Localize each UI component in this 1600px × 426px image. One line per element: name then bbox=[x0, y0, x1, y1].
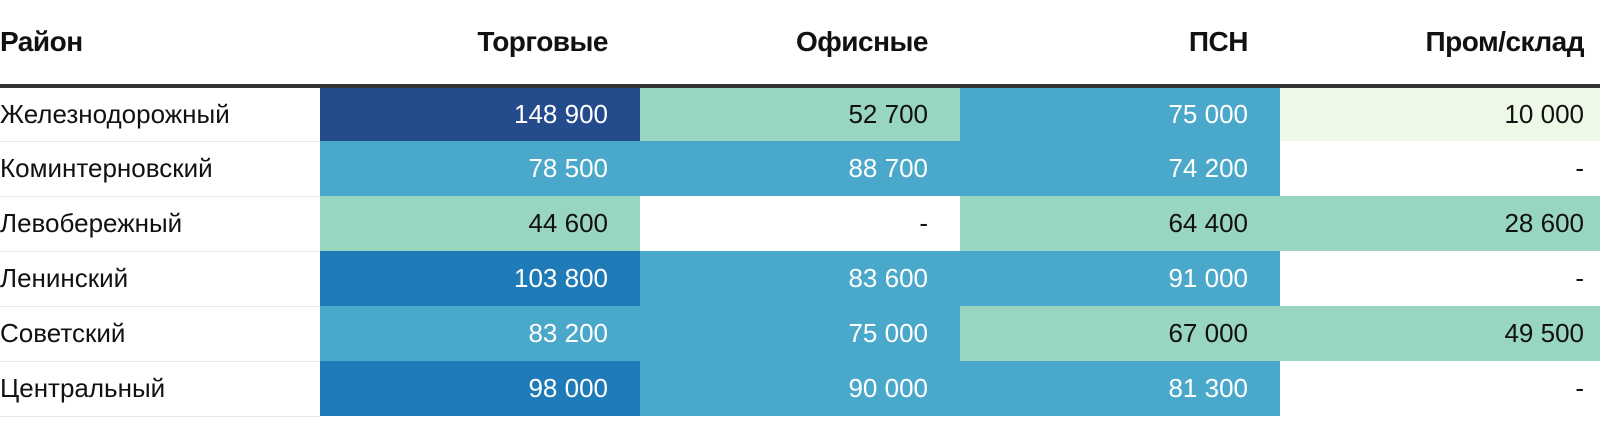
value-cell: 49 500 bbox=[1280, 306, 1600, 361]
district-cell: Коминтерновский bbox=[0, 141, 320, 197]
value-cell: 91 000 bbox=[960, 251, 1280, 306]
value-cell: 10 000 bbox=[1280, 86, 1600, 141]
value-cell: 103 800 bbox=[320, 251, 640, 306]
value-cell: 67 000 bbox=[960, 306, 1280, 361]
district-cell: Центральный bbox=[0, 361, 320, 417]
value-cell: 98 000 bbox=[320, 361, 640, 416]
value-cell: 64 400 bbox=[960, 196, 1280, 251]
value-cell: 148 900 bbox=[320, 86, 640, 141]
table-row: Коминтерновский 78 500 88 700 74 200 - bbox=[0, 141, 1600, 197]
value-cell: - bbox=[1280, 251, 1600, 306]
value-cell: - bbox=[1280, 361, 1600, 416]
value-cell: - bbox=[640, 196, 960, 251]
value-cell: 88 700 bbox=[640, 141, 960, 196]
value-cell: 78 500 bbox=[320, 141, 640, 196]
district-cell: Советский bbox=[0, 306, 320, 362]
table-row: Железнодорожный 148 900 52 700 75 000 10… bbox=[0, 86, 1600, 142]
column-header-office[interactable]: Офисные bbox=[640, 0, 960, 88]
table-body: Железнодорожный 148 900 52 700 75 000 10… bbox=[0, 86, 1600, 417]
column-header-psn[interactable]: ПСН bbox=[960, 0, 1280, 88]
value-cell: 28 600 bbox=[1280, 196, 1600, 251]
value-cell: 75 000 bbox=[960, 86, 1280, 141]
value-cell: 74 200 bbox=[960, 141, 1280, 196]
value-cell: 81 300 bbox=[960, 361, 1280, 416]
value-cell: 83 600 bbox=[640, 251, 960, 306]
table-row: Советский 83 200 75 000 67 000 49 500 bbox=[0, 306, 1600, 362]
table-row: Левобережный 44 600 - 64 400 28 600 bbox=[0, 196, 1600, 252]
value-cell: 83 200 bbox=[320, 306, 640, 361]
value-cell: 52 700 bbox=[640, 86, 960, 141]
table-header: Район Торговые Офисные ПСН Пром/склад bbox=[0, 0, 1600, 88]
heatmap-table: Район Торговые Офисные ПСН Пром/склад Же… bbox=[0, 0, 1600, 417]
district-cell: Ленинский bbox=[0, 251, 320, 307]
value-cell: 90 000 bbox=[640, 361, 960, 416]
table-row: Центральный 98 000 90 000 81 300 - bbox=[0, 361, 1600, 417]
column-header-retail[interactable]: Торговые bbox=[320, 0, 640, 88]
district-cell: Левобережный bbox=[0, 196, 320, 252]
district-cell: Железнодорожный bbox=[0, 86, 320, 142]
value-cell: 44 600 bbox=[320, 196, 640, 251]
header-row: Район Торговые Офисные ПСН Пром/склад bbox=[0, 0, 1600, 88]
column-header-industrial[interactable]: Пром/склад bbox=[1280, 0, 1600, 88]
column-header-district[interactable]: Район bbox=[0, 0, 320, 88]
value-cell: - bbox=[1280, 141, 1600, 196]
value-cell: 75 000 bbox=[640, 306, 960, 361]
table-row: Ленинский 103 800 83 600 91 000 - bbox=[0, 251, 1600, 307]
